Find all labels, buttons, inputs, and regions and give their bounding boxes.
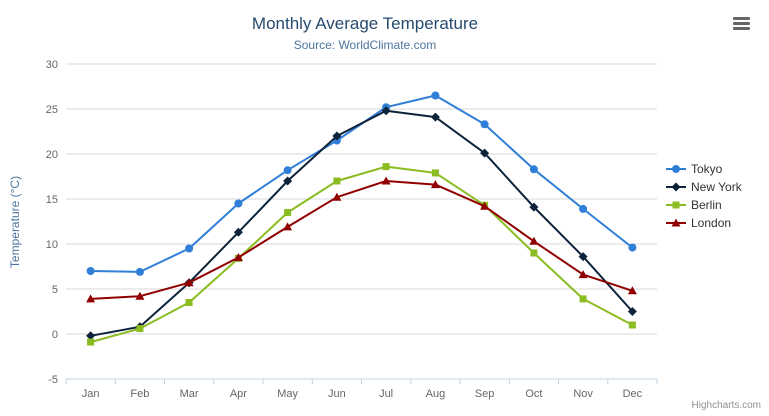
svg-text:0: 0 — [52, 329, 58, 341]
highcharts-credits-link[interactable]: Highcharts.com — [691, 400, 761, 411]
svg-text:Sep: Sep — [475, 388, 495, 400]
legend-item-new-york[interactable]: New York — [666, 178, 742, 196]
svg-text:Aug: Aug — [426, 388, 446, 400]
svg-text:Jun: Jun — [328, 388, 346, 400]
legend-label: New York — [691, 180, 742, 194]
legend: Tokyo New York Berlin London — [666, 160, 742, 232]
svg-text:10: 10 — [46, 239, 58, 251]
chart-subtitle: Source: WorldClimate.com — [293, 38, 437, 52]
svg-text:20: 20 — [46, 149, 58, 161]
svg-text:Jul: Jul — [379, 388, 393, 400]
legend-item-berlin[interactable]: Berlin — [666, 196, 742, 214]
legend-label: Tokyo — [691, 162, 723, 176]
london-series-icon — [666, 218, 686, 227]
svg-text:Oct: Oct — [525, 388, 542, 400]
hamburger-icon[interactable] — [733, 17, 750, 30]
legend-item-london[interactable]: London — [666, 214, 742, 232]
svg-text:Feb: Feb — [130, 388, 149, 400]
legend-label: Berlin — [691, 198, 722, 212]
svg-text:15: 15 — [46, 194, 58, 206]
svg-text:25: 25 — [46, 104, 58, 116]
legend-item-tokyo[interactable]: Tokyo — [666, 160, 742, 178]
tokyo-series-icon — [666, 165, 686, 173]
berlin-series-icon — [666, 201, 686, 209]
svg-text:Nov: Nov — [573, 388, 593, 400]
svg-text:Apr: Apr — [230, 388, 247, 400]
y-axis-title: Temperature (°C) — [8, 175, 22, 269]
svg-text:May: May — [277, 388, 298, 400]
chart-title: Monthly Average Temperature — [251, 14, 479, 33]
svg-text:30: 30 — [46, 59, 58, 71]
legend-label: London — [691, 216, 732, 230]
svg-text:-5: -5 — [48, 374, 58, 386]
svg-text:5: 5 — [52, 284, 58, 296]
svg-text:Mar: Mar — [180, 388, 199, 400]
svg-text:Jan: Jan — [82, 388, 100, 400]
new-york-series-icon — [666, 182, 686, 192]
svg-text:Dec: Dec — [623, 388, 643, 400]
